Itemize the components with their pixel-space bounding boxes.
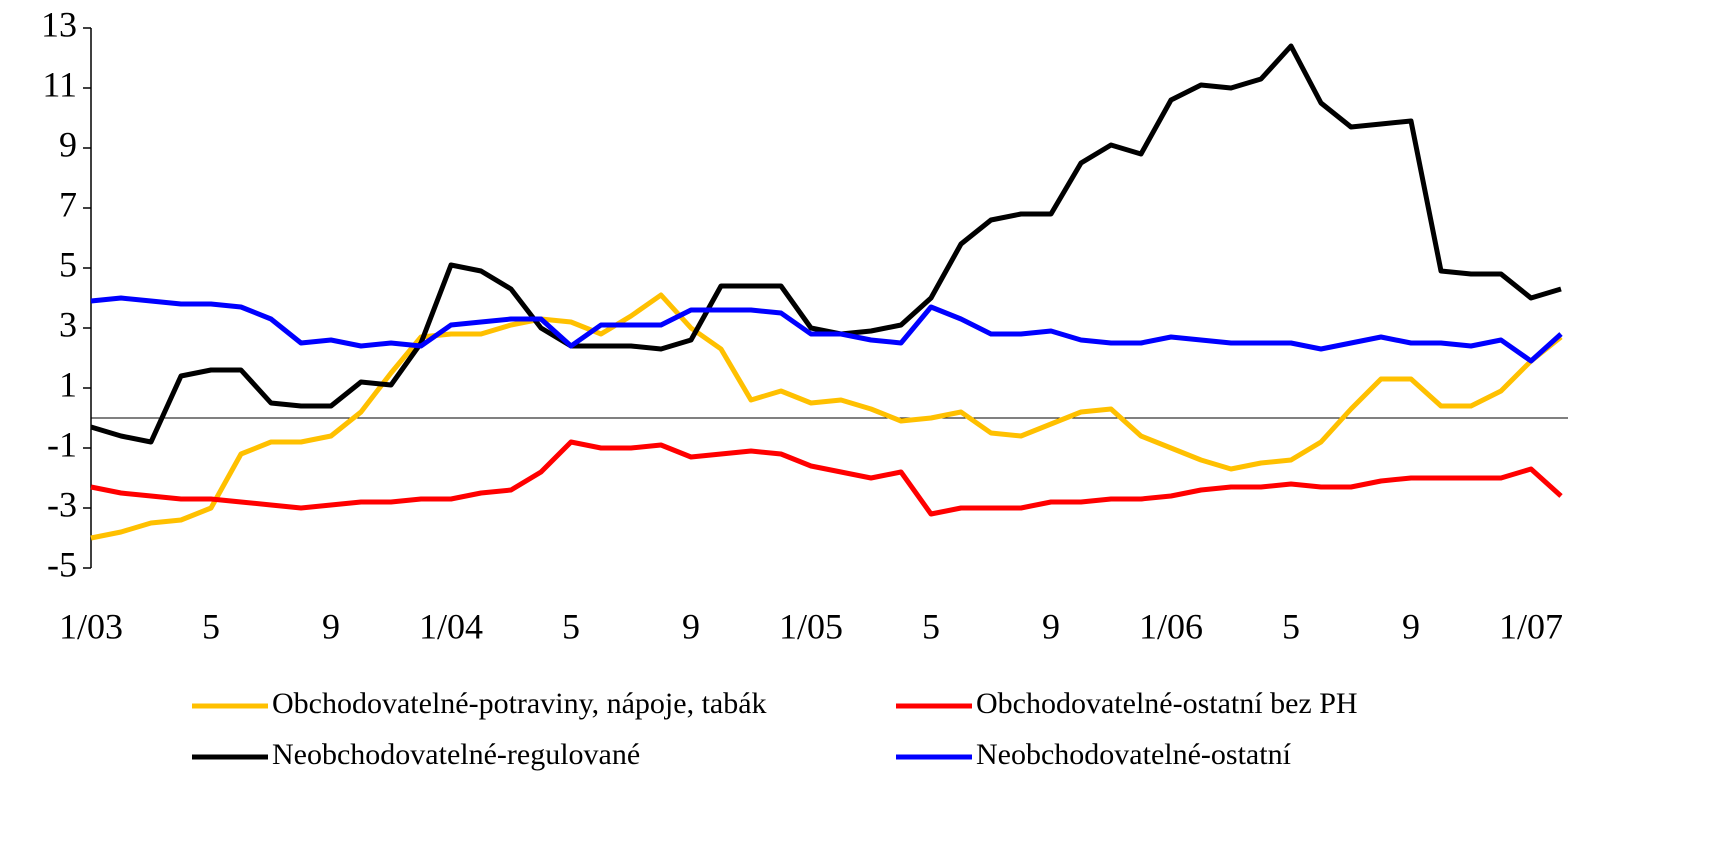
y-tick-label: 11 [42,64,77,104]
x-tick-label: 9 [1042,606,1060,646]
y-tick-label: 1 [59,364,77,404]
series-line [90,292,1563,541]
x-tick-label: 9 [1402,606,1420,646]
x-tick-label: 5 [1282,606,1300,646]
x-tick-label: 9 [322,606,340,646]
y-tick-label: 3 [59,304,77,344]
y-tick-label: 5 [59,244,77,284]
y-tick-label: -5 [47,544,77,584]
y-tick-label: -3 [47,484,77,524]
y-tick-label: -1 [47,424,77,464]
x-tick-label: 5 [202,606,220,646]
legend-label: Neobchodovatelné-regulované [272,738,640,771]
y-tick-label: 13 [41,4,77,44]
x-tick-label: 1/06 [1139,606,1203,646]
y-tick-label: 7 [59,184,77,224]
y-tick-label: 9 [59,124,77,164]
x-tick-label: 1/07 [1499,606,1563,646]
x-tick-label: 1/03 [59,606,123,646]
legend-label: Obchodovatelné-potraviny, nápoje, tabák [272,687,767,720]
x-tick-label: 1/05 [779,606,843,646]
series-line [90,439,1563,517]
x-tick-label: 9 [682,606,700,646]
series-line [90,43,1562,445]
series-line [90,295,1563,364]
x-tick-label: 1/04 [419,606,483,646]
x-tick-label: 5 [562,606,580,646]
x-tick-label: 5 [922,606,940,646]
legend-label: Neobchodovatelné-ostatní [976,738,1292,771]
legend-label: Obchodovatelné-ostatní bez PH [976,687,1358,720]
